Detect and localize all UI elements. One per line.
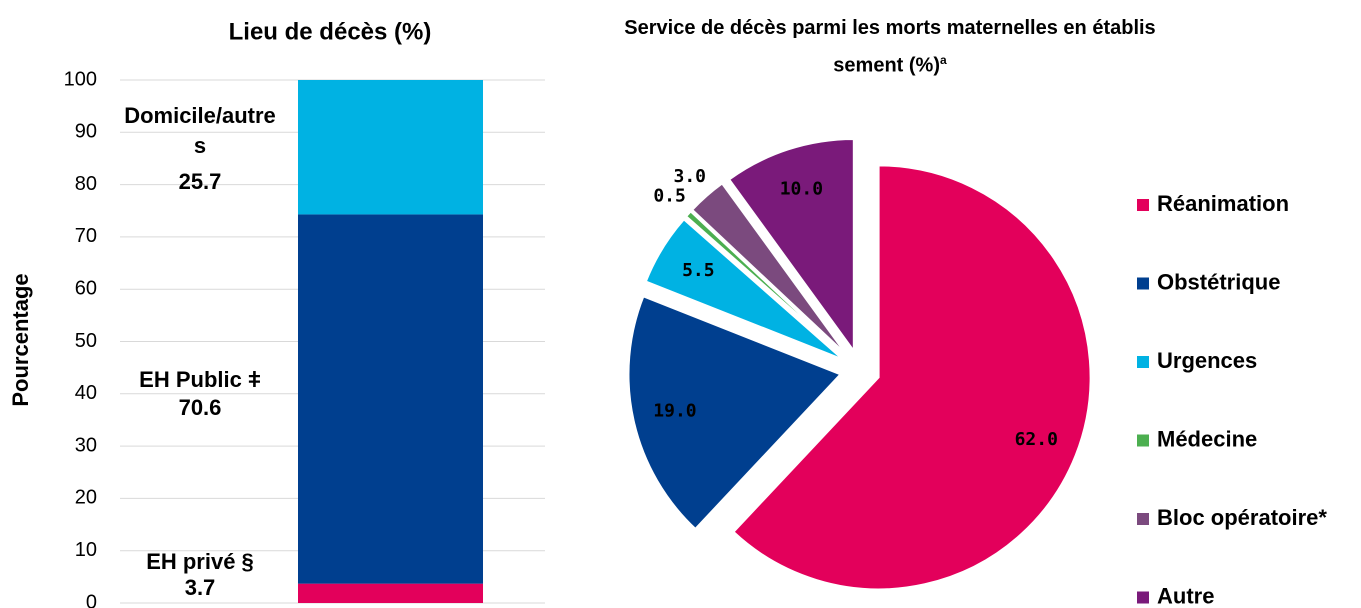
pie-slice [690,182,848,356]
y-tick-label: 30 [75,434,97,456]
legend-label: Urgences [1157,348,1257,373]
segment-value: 3.7 [184,575,216,600]
segment-value: 70.6 [178,395,222,420]
segment-name: Domicile/autres [124,103,276,158]
legend-label: Médecine [1157,426,1257,451]
pie-title-box: Service de décès parmi les morts materne… [620,12,1160,82]
pie-slice [684,210,846,358]
legend-swatch [1137,277,1149,290]
pie-slice [644,217,844,361]
y-tick-label: 80 [75,173,97,195]
pie-value-label: 3.0 [673,166,706,187]
pie-slice [727,137,855,355]
legend-swatch [1137,356,1149,368]
segment-value: 25.7 [178,169,222,194]
segment-name: EH privé § [146,549,254,574]
legend-swatch [1137,199,1149,211]
pie-value-label: 62.0 [1015,429,1058,450]
y-tick-label: 70 [75,225,97,247]
y-tick-label: 10 [75,539,97,561]
bar-segment [298,214,483,584]
pie-value-label: 10.0 [780,179,823,200]
y-tick-label: 50 [75,330,97,352]
bar-segment [298,583,483,603]
legend-label: Bloc opératoire* [1157,505,1327,530]
bar-segment [298,80,483,215]
pie-slice [732,164,1092,591]
pie-title-superscript: a [940,53,947,67]
y-tick-label: 40 [75,382,97,404]
chart-title: Lieu de décès (%) [229,18,432,45]
pie-slice [627,295,843,531]
pie-title: Service de décès parmi les morts materne… [624,17,1156,77]
y-tick-label: 100 [64,68,97,90]
y-axis-label: Pourcentage [8,273,33,406]
y-tick-label: 20 [75,487,97,509]
legend-label: Obstétrique [1157,269,1280,294]
y-tick-label: 60 [75,277,97,299]
legend-swatch [1137,591,1149,604]
segment-name: EH Public ǂ [139,367,261,392]
pie-value-label: 0.5 [653,186,686,207]
y-tick-label: 90 [75,121,97,143]
legend-swatch [1137,434,1149,447]
pie-value-label: 19.0 [653,400,696,421]
legend-label: Réanimation [1157,191,1289,216]
legend-label: Autre [1157,583,1214,608]
legend-swatch [1137,513,1149,525]
pie-value-label: 5.5 [682,260,715,281]
y-tick-label: 0 [86,591,97,608]
